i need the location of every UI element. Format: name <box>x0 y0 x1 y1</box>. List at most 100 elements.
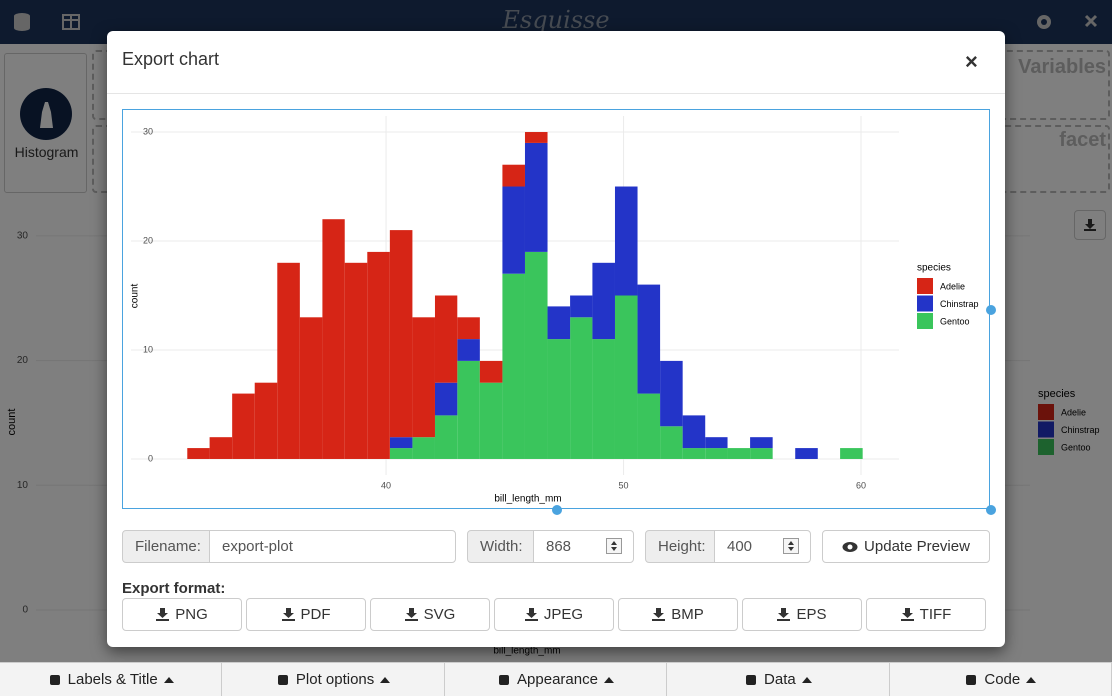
bar <box>322 219 345 459</box>
export-modal: Export chart × Filename: export-plot Wid… <box>107 31 1005 647</box>
bar <box>660 360 683 427</box>
y-tick-label: 0 <box>148 453 153 463</box>
bar <box>254 382 278 459</box>
caret <box>801 676 812 683</box>
bar <box>570 295 593 318</box>
format-button[interactable]: PDF <box>246 598 366 631</box>
icon-shape <box>277 674 288 685</box>
bar <box>524 251 548 459</box>
spinner[interactable] <box>606 538 622 554</box>
bar <box>457 360 480 459</box>
bar <box>637 284 661 394</box>
x-tick-label: 40 <box>381 480 391 490</box>
bar <box>434 415 458 459</box>
bar <box>592 262 615 340</box>
tab-label: Plot options <box>295 671 375 688</box>
tab[interactable]: Labels & Title <box>0 662 223 696</box>
icon-shape <box>281 608 295 621</box>
bar <box>277 262 300 459</box>
bar <box>344 262 368 459</box>
format-button[interactable]: EPS <box>742 598 862 631</box>
bar <box>299 317 323 459</box>
bar <box>389 448 413 459</box>
filename-input[interactable]: export-plot <box>209 530 456 563</box>
bar <box>412 437 435 459</box>
tab[interactable]: Code <box>889 662 1112 696</box>
bar <box>457 317 480 340</box>
legend-key <box>917 313 933 329</box>
bar <box>232 393 255 459</box>
format-button[interactable]: PNG <box>122 598 242 631</box>
format-button[interactable]: JPEG <box>494 598 614 631</box>
bar <box>705 448 728 459</box>
resize-handle[interactable] <box>986 305 996 315</box>
bar <box>502 273 525 459</box>
bar <box>614 295 638 459</box>
format-label: Export format: <box>122 580 226 597</box>
resize-handle[interactable] <box>552 505 562 515</box>
bar <box>637 393 661 459</box>
icon-shape <box>900 608 914 621</box>
bar <box>434 295 458 383</box>
chart: count bill_length_mm species 0 10 20 30 40 50… <box>122 109 996 515</box>
bar <box>209 437 233 459</box>
tab-label: Data <box>764 671 796 688</box>
button-label: TIFF <box>919 606 952 623</box>
bar <box>547 339 571 459</box>
bar <box>412 317 435 438</box>
tab[interactable]: Plot options <box>222 662 445 696</box>
spinner[interactable] <box>783 538 799 554</box>
close-button[interactable]: × <box>965 49 978 74</box>
tab-icon <box>49 674 60 685</box>
bar <box>479 360 503 383</box>
y-tick-label: 10 <box>143 344 153 354</box>
legend-title: species <box>917 263 951 274</box>
bar <box>795 448 818 459</box>
download-icon <box>777 608 791 621</box>
y-tick-label: 30 <box>143 126 153 136</box>
bar <box>840 448 863 459</box>
legend-label: Adelie <box>940 281 965 291</box>
button-label: PNG <box>175 606 208 623</box>
format-button[interactable]: BMP <box>618 598 738 631</box>
tab-icon <box>746 674 757 685</box>
bar <box>727 448 751 459</box>
modal-title: Export chart <box>122 49 220 69</box>
download-icon <box>156 608 170 621</box>
bar <box>187 448 210 459</box>
icon-shape <box>777 608 791 621</box>
tab[interactable]: Appearance <box>444 662 668 696</box>
caret <box>603 676 614 683</box>
bar <box>389 437 413 449</box>
icon-shape <box>499 674 510 685</box>
icon-shape <box>404 608 418 621</box>
download-icon <box>404 608 418 621</box>
button-label: Update Preview <box>864 538 970 555</box>
bar <box>660 426 683 459</box>
height-label: Height: <box>645 530 715 563</box>
button-label: JPEG <box>543 606 584 623</box>
caret <box>1026 676 1037 683</box>
bar <box>367 251 390 459</box>
icon-shape <box>746 674 757 685</box>
bar <box>524 132 548 143</box>
resize-handle[interactable] <box>986 505 996 515</box>
tab[interactable]: Data <box>667 662 890 696</box>
format-button[interactable]: SVG <box>370 598 490 631</box>
download-icon <box>900 608 914 621</box>
format-button[interactable]: TIFF <box>866 598 986 631</box>
legend-key <box>917 278 933 294</box>
legend-key <box>917 295 933 312</box>
update-preview-button[interactable]: Update Preview <box>822 530 990 563</box>
icon-shape <box>966 674 977 685</box>
caret <box>163 676 174 683</box>
icon-shape <box>49 674 60 685</box>
y-tick-label: 20 <box>143 235 153 245</box>
button-label: BMP <box>671 606 704 623</box>
bar <box>682 415 706 449</box>
bar <box>592 339 615 459</box>
bar <box>614 186 638 296</box>
bar <box>750 437 773 449</box>
bar <box>570 317 593 459</box>
bar <box>705 437 728 449</box>
